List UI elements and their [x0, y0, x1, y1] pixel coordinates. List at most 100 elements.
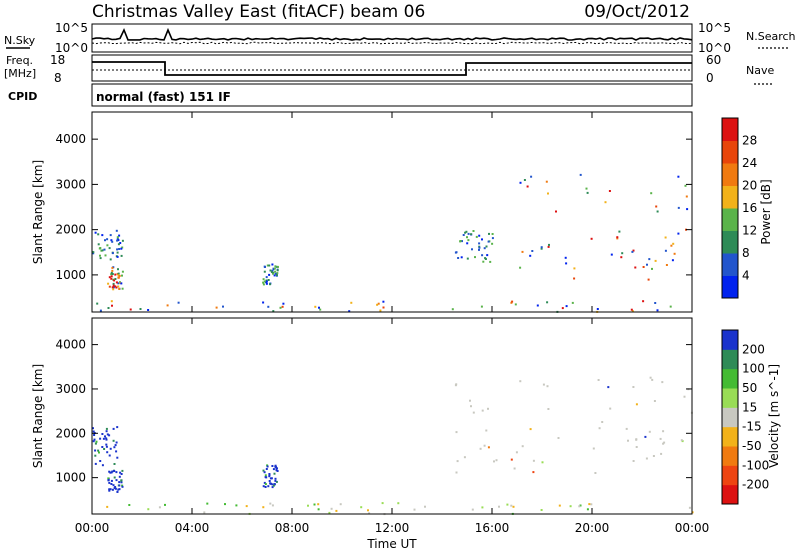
data-point [263, 280, 266, 283]
data-point [115, 471, 118, 474]
data-point [521, 445, 524, 448]
data-point [113, 279, 116, 282]
data-point [158, 506, 161, 509]
data-point [540, 246, 543, 249]
y-tick-label: 1000 [55, 268, 86, 282]
data-point [94, 231, 97, 234]
data-point [120, 481, 123, 484]
data-point [481, 238, 483, 241]
colorbar-tick-label: -100 [742, 458, 769, 472]
data-point [111, 273, 114, 275]
data-point [265, 276, 268, 279]
data-point [118, 481, 121, 484]
data-point [665, 264, 668, 266]
data-point [265, 468, 268, 470]
data-point [654, 259, 657, 262]
data-point [475, 235, 478, 238]
data-point [271, 263, 274, 266]
data-point [112, 288, 115, 291]
data-point [120, 282, 123, 285]
colorbar-swatch [722, 330, 738, 350]
data-point [116, 426, 119, 429]
data-point [670, 244, 673, 247]
data-point [276, 269, 279, 272]
data-point [513, 467, 516, 470]
colorbar-swatch [722, 349, 738, 370]
data-point [276, 272, 279, 275]
data-point [632, 460, 635, 462]
data-point [541, 461, 544, 464]
data-point [115, 229, 118, 232]
data-point [120, 247, 123, 250]
data-point [466, 242, 469, 245]
data-point [108, 454, 111, 457]
data-point [111, 304, 113, 307]
data-point [601, 421, 604, 423]
data-point [108, 489, 111, 492]
data-point [481, 506, 484, 509]
data-point [118, 488, 121, 491]
velocity-panel: 1000 2000 3000 4000 Slant Range [km] [31, 317, 694, 516]
data-point [651, 378, 654, 381]
nsky-tick-low: 10^0 [55, 41, 88, 55]
data-point [457, 257, 460, 259]
y-tick-label: 1000 [55, 471, 86, 485]
data-point [467, 239, 470, 242]
data-point [111, 269, 114, 272]
power-y-axis-label: Slant Range [km] [31, 160, 45, 264]
data-point [112, 427, 115, 430]
data-point [585, 187, 588, 190]
data-point [586, 191, 589, 194]
data-point [335, 509, 338, 512]
plot-title: Christmas Valley East (fitACF) [92, 2, 345, 22]
data-point [263, 270, 266, 273]
data-point [275, 265, 278, 268]
data-point [117, 274, 120, 277]
y-tick-label: 2000 [55, 426, 86, 440]
data-point [498, 505, 500, 508]
data-point [95, 440, 98, 443]
data-point [105, 438, 108, 441]
data-point [203, 511, 206, 514]
data-point [101, 234, 104, 237]
nave-tick-high: 60 [706, 53, 721, 67]
data-point [139, 308, 142, 310]
data-point [625, 427, 628, 430]
colorbar-tick-label: 8 [742, 246, 750, 260]
data-point [480, 305, 483, 308]
data-point [108, 481, 111, 484]
data-point [263, 471, 266, 474]
colorbar-swatch [722, 118, 738, 141]
data-point [379, 309, 382, 312]
data-point [114, 285, 117, 288]
data-point [116, 248, 119, 251]
data-point [596, 308, 599, 310]
power-panel: 1000 2000 3000 4000 Slant Range [km] [31, 111, 693, 313]
y-tick-label: 3000 [55, 177, 86, 191]
data-point [108, 488, 111, 491]
data-point [488, 232, 490, 235]
data-point [319, 308, 322, 311]
data-point [118, 475, 121, 478]
data-point [377, 302, 380, 305]
nsky-series-line [91, 27, 693, 41]
data-point [478, 248, 480, 251]
data-point [630, 308, 633, 311]
data-point [648, 258, 651, 261]
x-tick-label: 20:00 [575, 521, 610, 535]
data-point [270, 477, 273, 480]
data-point [116, 255, 119, 258]
y-tick-label: 4000 [55, 132, 86, 146]
colorbar-swatch [722, 446, 738, 466]
data-point [455, 431, 458, 434]
data-point [114, 444, 117, 447]
data-point [115, 441, 118, 444]
data-point [276, 470, 279, 472]
colorbar-swatch [722, 368, 738, 389]
data-point [688, 506, 691, 509]
data-point [604, 201, 607, 204]
colorbar-tick-label: 4 [742, 269, 750, 283]
data-point [117, 276, 120, 279]
data-point [610, 253, 613, 256]
data-point [511, 300, 514, 303]
